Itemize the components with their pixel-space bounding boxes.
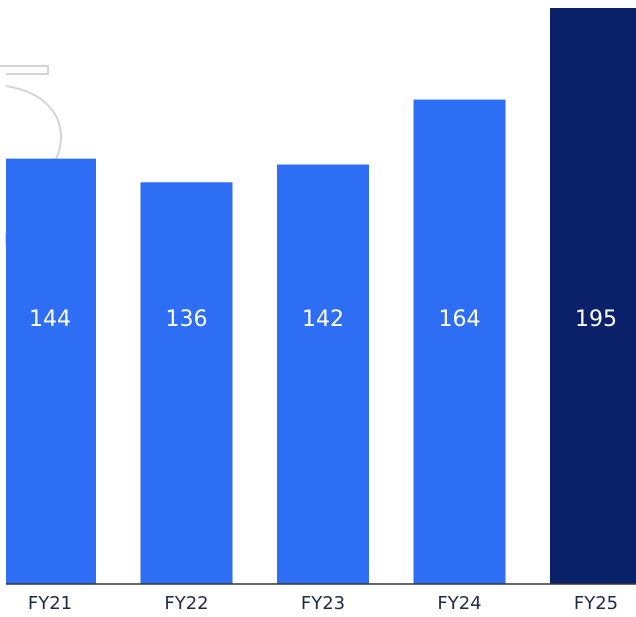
value-label-fy24: 164	[439, 307, 481, 332]
value-label-fy25: 195	[575, 307, 617, 332]
value-label-fy23: 142	[302, 307, 344, 332]
x-tick-label-fy25: FY25	[574, 593, 618, 613]
x-tick-label-fy23: FY23	[301, 593, 345, 613]
value-labels-layer: 144 136 142 164 195	[29, 307, 617, 332]
bar-fy23	[277, 164, 369, 585]
bar-fy22	[140, 182, 233, 584]
x-tick-label-fy21: FY21	[28, 593, 72, 613]
bars-layer	[6, 8, 636, 585]
value-label-fy21: 144	[29, 307, 71, 332]
bar-fy24	[413, 99, 506, 585]
value-label-fy22: 136	[166, 307, 208, 332]
x-tick-labels-layer: FY21 FY22 FY23 FY24 FY25	[28, 593, 618, 614]
x-tick-label-fy24: FY24	[437, 593, 481, 613]
bar-fy25	[550, 8, 636, 584]
bar-fy21	[6, 158, 96, 584]
x-tick-label-fy22: FY22	[164, 593, 208, 613]
